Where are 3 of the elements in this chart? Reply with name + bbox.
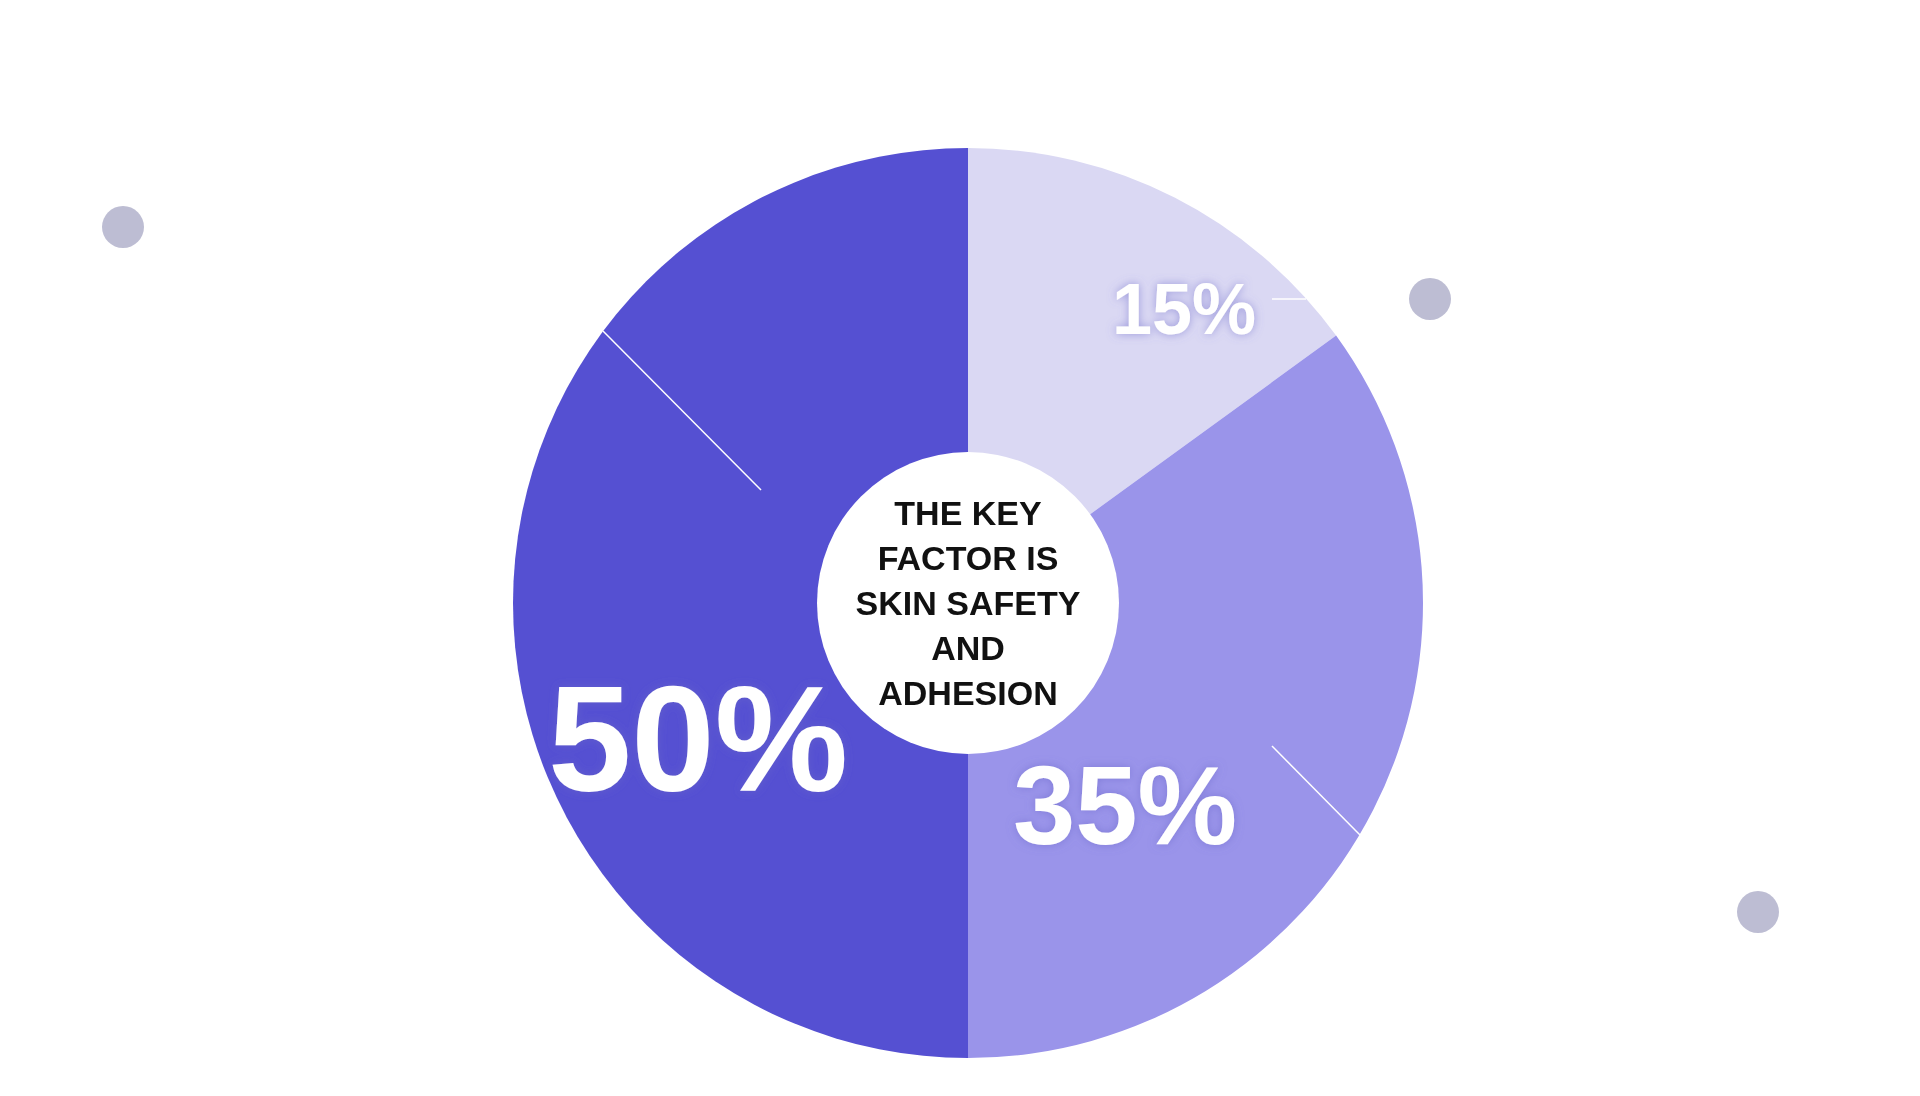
text: THE KEY FACTOR IS SKIN SAFETY AND ADHESION — [855, 494, 1081, 712]
data-label: 50% — [547, 655, 849, 823]
data-label: 35% — [1012, 743, 1238, 869]
